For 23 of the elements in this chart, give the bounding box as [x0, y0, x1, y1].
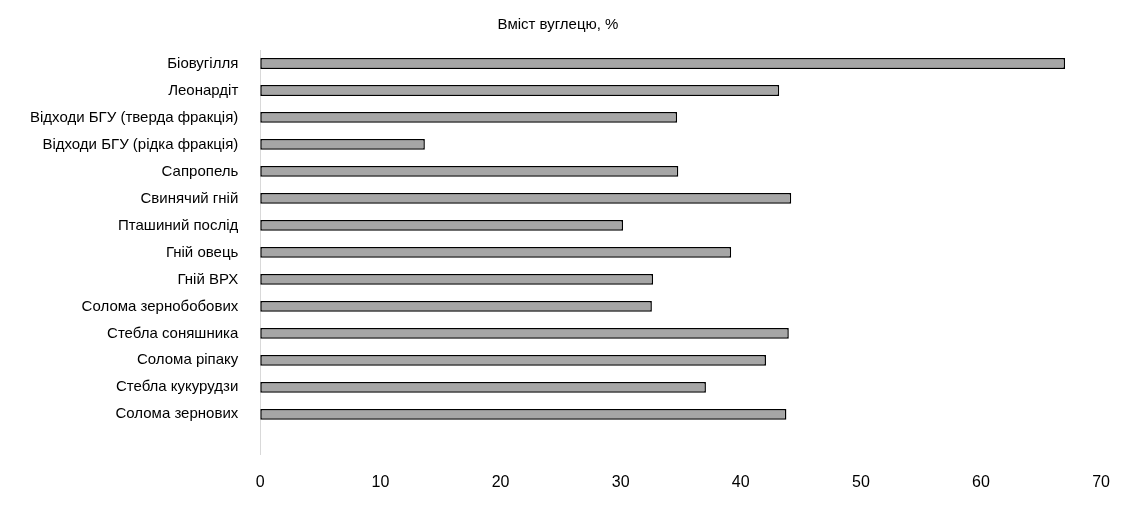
x-tick-label: 10	[371, 472, 390, 490]
x-tick-label: 70	[1092, 472, 1111, 490]
y-tick-label: Біовугілля	[167, 53, 239, 71]
y-tick-label: Стебла соняшника	[107, 323, 239, 341]
y-tick-label: Пташиний послід	[118, 215, 239, 233]
y-tick-label: Свинячий гній	[140, 188, 239, 206]
y-tick-label: Солома ріпаку	[136, 350, 239, 368]
chart-title: Вміст вуглецю, %	[497, 15, 619, 33]
y-tick-label: Солома зернових	[115, 404, 239, 422]
x-tick-label: 30	[611, 472, 630, 490]
y-tick-label: Відходи БГУ (тверда фракція)	[30, 107, 239, 125]
x-tick-label: 50	[851, 472, 870, 490]
y-tick-label: Відходи БГУ (рідка фракція)	[42, 134, 239, 152]
x-tick-label: 40	[731, 472, 750, 490]
x-tick-label: 20	[491, 472, 510, 490]
x-tick-label: 60	[972, 472, 990, 490]
y-tick-label: Стебла кукурудзи	[115, 377, 239, 395]
y-tick-label: Леонардіт	[168, 80, 239, 98]
y-tick-label: Солома зернобобових	[81, 296, 239, 314]
y-tick-label: Сапропель	[161, 161, 239, 179]
x-tick-label: 0	[255, 472, 265, 490]
y-tick-label: Гній ВРХ	[177, 269, 239, 287]
y-tick-label: Гній овець	[165, 242, 239, 260]
